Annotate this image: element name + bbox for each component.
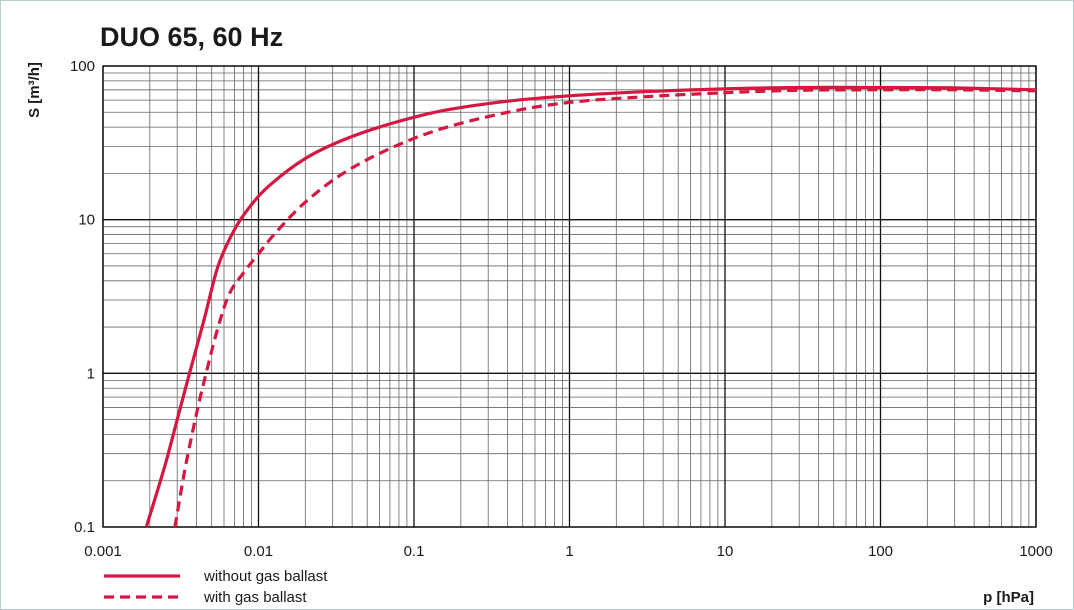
legend: without gas ballast with gas ballast xyxy=(104,568,328,606)
y-tick-label: 10 xyxy=(78,212,95,229)
x-tick-label: 1 xyxy=(565,543,573,560)
x-tick-label: 0.1 xyxy=(404,543,425,560)
x-axis-label: p [hPa] xyxy=(983,589,1034,606)
y-tick-label: 0.1 xyxy=(74,519,95,536)
series-line-with-gas-ballast xyxy=(175,90,1036,527)
x-tick-label: 100 xyxy=(868,543,893,560)
chart-title: DUO 65, 60 Hz xyxy=(100,22,283,52)
legend-label-dashed: with gas ballast xyxy=(203,589,307,606)
x-tick-label: 1000 xyxy=(1019,543,1052,560)
y-tick-label: 1 xyxy=(87,365,95,382)
x-tick-labels: 0.001 0.01 0.1 1 10 100 1000 xyxy=(84,543,1052,560)
x-tick-label: 10 xyxy=(717,543,734,560)
legend-label-solid: without gas ballast xyxy=(203,568,328,585)
data-series xyxy=(146,87,1036,527)
major-gridlines xyxy=(103,66,1036,527)
x-tick-label: 0.001 xyxy=(84,543,122,560)
y-tick-label: 100 xyxy=(70,58,95,75)
y-axis-label: S [m³/h] xyxy=(26,62,43,118)
x-tick-label: 0.01 xyxy=(244,543,273,560)
series-line-without-gas-ballast xyxy=(146,87,1036,527)
y-tick-labels: 0.1 1 10 100 xyxy=(70,58,95,536)
